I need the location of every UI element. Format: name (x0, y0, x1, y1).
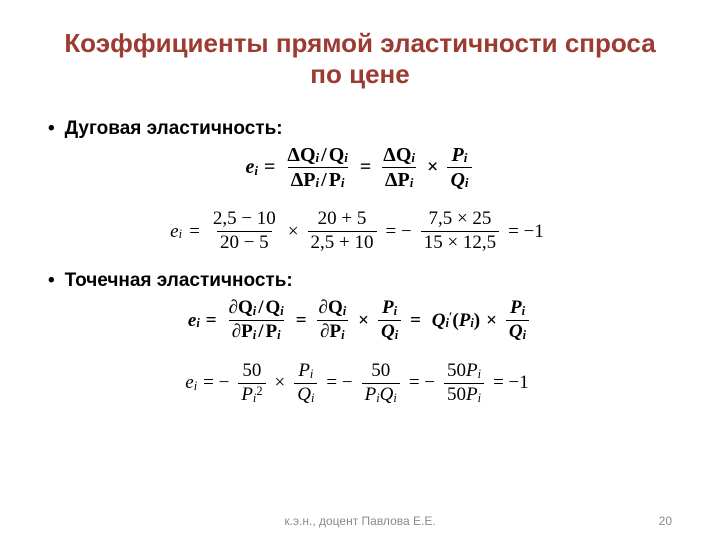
bullet-dot-icon: • (48, 270, 55, 292)
bullet-dot-icon: • (48, 118, 55, 140)
bullet-arc-elasticity: • Дуговая эластичность: (48, 118, 672, 140)
formula-arc-definition: ei=ΔQi/QiΔPi/Pi=ΔQiΔPi×PiQi (245, 144, 474, 191)
bullet-point-elasticity: • Точечная эластичность: (48, 270, 672, 292)
formula-point-definition: ei=∂Qi/Qi∂Pi/Pi=∂Qi∂Pi×PiQi= Qi′(Pi)×PiQ… (188, 298, 532, 343)
bullet1-text: Дуговая эластичность: (65, 118, 283, 140)
formula-point-example: ei= −50Pi2×PiQi= −50PiQi= −50Pi50Pi= −1 (185, 361, 535, 406)
slide-title: Коэффициенты прямой эластичности спроса … (48, 28, 672, 90)
bullet2-text: Точечная эластичность: (65, 270, 293, 292)
title-line1: Коэффициенты прямой эластичности спроса (64, 28, 655, 58)
formula-arc-example: ei=2,5 − 1020 − 5×20 + 52,5 + 10= −7,5 ×… (170, 209, 550, 254)
footer-author: к.э.н., доцент Павлова Е.Е. (0, 514, 720, 528)
title-line2: по цене (310, 59, 409, 89)
page-number: 20 (659, 514, 672, 528)
